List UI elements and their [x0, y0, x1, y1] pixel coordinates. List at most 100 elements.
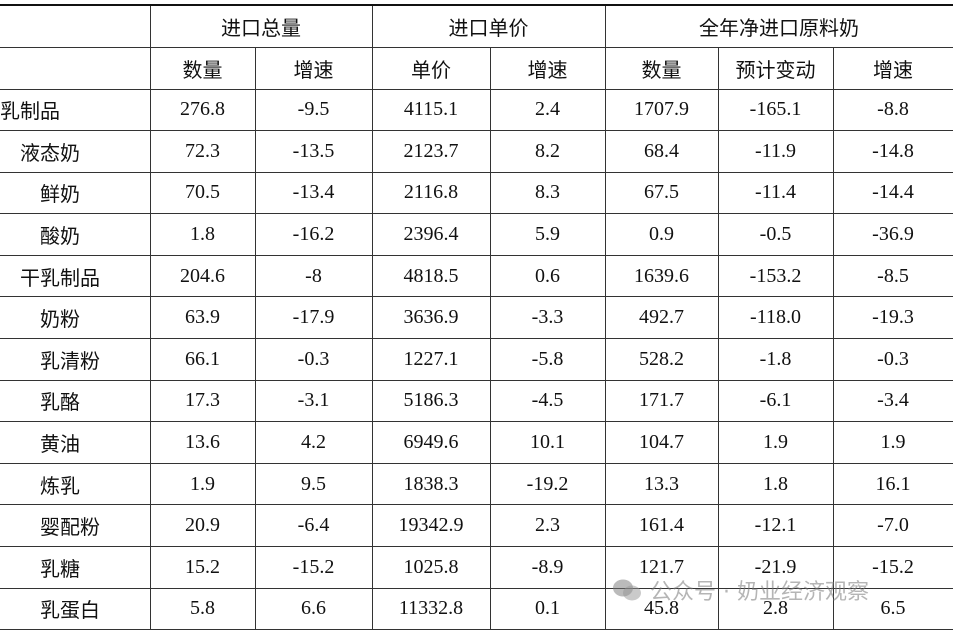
- corner-cell: [0, 4, 151, 48]
- column-header: 增速: [832, 46, 953, 90]
- data-cell: 3636.9: [371, 296, 491, 340]
- data-cell: -17.9: [254, 296, 373, 340]
- data-cell: -9.5: [254, 88, 373, 132]
- data-cell: 4818.5: [371, 254, 491, 298]
- data-cell: -1.8: [717, 338, 834, 381]
- data-cell: 17.3: [149, 379, 256, 423]
- data-cell: 16.1: [832, 462, 953, 506]
- data-cell: 19342.9: [371, 504, 491, 548]
- watermark: 公众号 · 奶业经济观察: [612, 574, 869, 606]
- column-header: 增速: [489, 46, 606, 90]
- data-cell: -0.3: [254, 338, 373, 381]
- data-cell: 66.1: [149, 338, 256, 381]
- data-cell: 5.9: [489, 213, 606, 256]
- table-row: 黄油 13.6 4.2 6949.6 10.1 104.7 1.9 1.9: [0, 421, 953, 464]
- data-cell: 276.8: [149, 88, 256, 132]
- table-row: 乳清粉 66.1 -0.3 1227.1 -5.8 528.2 -1.8 -0.3: [0, 338, 953, 381]
- column-header-row: 数量 增速 单价 增速 数量 预计变动 增速: [0, 46, 953, 90]
- data-cell: 0.6: [489, 254, 606, 298]
- data-cell: -0.5: [717, 213, 834, 256]
- data-cell: 2396.4: [371, 213, 491, 256]
- data-cell: 1.9: [832, 421, 953, 464]
- data-cell: 1.8: [717, 462, 834, 506]
- row-label: 乳糖: [0, 546, 151, 589]
- table-row: 炼乳 1.9 9.5 1838.3 -19.2 13.3 1.8 16.1: [0, 462, 953, 506]
- data-cell: -6.4: [254, 504, 373, 548]
- data-cell: 2.3: [489, 504, 606, 548]
- row-label: 奶粉: [0, 296, 151, 340]
- data-cell: 1.9: [149, 462, 256, 506]
- data-cell: -153.2: [717, 254, 834, 298]
- data-cell: -14.4: [832, 171, 953, 215]
- column-header: 增速: [254, 46, 373, 90]
- data-cell: 10.1: [489, 421, 606, 464]
- row-label: 乳酪: [0, 379, 151, 423]
- column-header: 数量: [149, 46, 256, 90]
- group-header: 进口总量: [149, 4, 373, 48]
- data-cell: 1025.8: [371, 546, 491, 589]
- table-row: 液态奶 72.3 -13.5 2123.7 8.2 68.4 -11.9 -14.8: [0, 130, 953, 173]
- data-cell: 2.4: [489, 88, 606, 132]
- data-cell: 6949.6: [371, 421, 491, 464]
- data-cell: 6.6: [254, 587, 373, 631]
- data-cell: -3.3: [489, 296, 606, 340]
- data-cell: 171.7: [604, 379, 719, 423]
- data-cell: -8.8: [832, 88, 953, 132]
- data-cell: 45.8: [604, 587, 719, 631]
- data-cell: 72.3: [149, 130, 256, 173]
- data-cell: -165.1: [717, 88, 834, 132]
- data-cell: 2116.8: [371, 171, 491, 215]
- row-label: 乳制品: [0, 88, 151, 132]
- group-header: 进口单价: [371, 4, 606, 48]
- table-row: 乳酪 17.3 -3.1 5186.3 -4.5 171.7 -6.1 -3.4: [0, 379, 953, 423]
- data-cell: -15.2: [832, 546, 953, 589]
- data-cell: 68.4: [604, 130, 719, 173]
- column-header: 单价: [371, 46, 491, 90]
- data-cell: -36.9: [832, 213, 953, 256]
- data-cell: 8.3: [489, 171, 606, 215]
- data-cell: 1838.3: [371, 462, 491, 506]
- table-row: 酸奶 1.8 -16.2 2396.4 5.9 0.9 -0.5 -36.9: [0, 213, 953, 256]
- data-cell: -3.4: [832, 379, 953, 423]
- data-cell: -13.4: [254, 171, 373, 215]
- table-row: 婴配粉 20.9 -6.4 19342.9 2.3 161.4 -12.1 -7.0: [0, 504, 953, 548]
- data-cell: 13.3: [604, 462, 719, 506]
- data-cell: 4.2: [254, 421, 373, 464]
- data-cell: -19.2: [489, 462, 606, 506]
- data-cell: -14.8: [832, 130, 953, 173]
- corner-cell: [0, 46, 151, 90]
- data-cell: 2.8: [717, 587, 834, 631]
- row-label: 鲜奶: [0, 171, 151, 215]
- table-row: 乳蛋白 5.8 6.6 11332.8 0.1 45.8 2.8 6.5: [0, 587, 953, 631]
- data-cell: -11.9: [717, 130, 834, 173]
- data-cell: 6.5: [832, 587, 953, 631]
- group-header-row: 进口总量 进口单价 全年净进口原料奶: [0, 4, 953, 48]
- data-cell: 161.4: [604, 504, 719, 548]
- column-header: 数量: [604, 46, 719, 90]
- data-cell: -13.5: [254, 130, 373, 173]
- data-cell: -21.9: [717, 546, 834, 589]
- table-row: 乳制品 276.8 -9.5 4115.1 2.4 1707.9 -165.1 -8.8: [0, 88, 953, 132]
- data-cell: -0.3: [832, 338, 953, 381]
- data-cell: -12.1: [717, 504, 834, 548]
- data-cell: 492.7: [604, 296, 719, 340]
- data-cell: -118.0: [717, 296, 834, 340]
- data-cell: 70.5: [149, 171, 256, 215]
- data-cell: 528.2: [604, 338, 719, 381]
- row-label: 婴配粉: [0, 504, 151, 548]
- table-row: 鲜奶 70.5 -13.4 2116.8 8.3 67.5 -11.4 -14.4: [0, 171, 953, 215]
- data-cell: 1227.1: [371, 338, 491, 381]
- data-cell: 1707.9: [604, 88, 719, 132]
- data-cell: -8.5: [832, 254, 953, 298]
- data-cell: 5.8: [149, 587, 256, 631]
- table-row: 奶粉 63.9 -17.9 3636.9 -3.3 492.7 -118.0 -19.3: [0, 296, 953, 340]
- watermark-text: 公众号 · 奶业经济观察: [650, 580, 869, 605]
- data-cell: -16.2: [254, 213, 373, 256]
- watermark-icon: [613, 579, 641, 601]
- data-cell: 9.5: [254, 462, 373, 506]
- data-cell: 0.1: [489, 587, 606, 631]
- row-label: 液态奶: [0, 130, 151, 173]
- row-label: 干乳制品: [0, 254, 151, 298]
- data-cell: 2123.7: [371, 130, 491, 173]
